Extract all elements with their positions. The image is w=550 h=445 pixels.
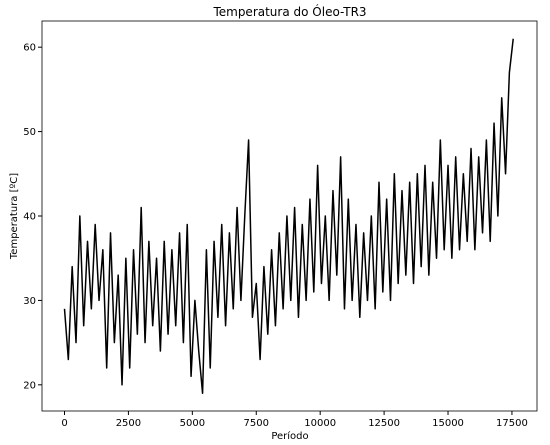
x-tick-label: 7500 <box>244 418 269 429</box>
x-tick-label: 15000 <box>432 418 464 429</box>
y-axis-label: Temperatura [ºC] <box>9 173 20 260</box>
chart-title: Temperatura do Óleo-TR3 <box>212 4 366 19</box>
x-tick-label: 12500 <box>368 418 400 429</box>
x-tick-label: 5000 <box>180 418 205 429</box>
y-tick-label: 60 <box>23 43 36 54</box>
plot-frame <box>41 20 538 412</box>
temperature-line <box>63 38 514 395</box>
x-tick-label: 0 <box>61 418 67 429</box>
x-axis-label: Período <box>271 430 308 442</box>
y-tick-label: 50 <box>23 127 36 138</box>
y-tick-label: 30 <box>23 296 36 307</box>
y-tick-label: 20 <box>23 380 36 391</box>
x-tick-label: 10000 <box>304 418 336 429</box>
x-tick-label: 2500 <box>116 418 141 429</box>
x-tick-label: 17500 <box>496 418 528 429</box>
y-tick-label: 40 <box>23 212 36 223</box>
